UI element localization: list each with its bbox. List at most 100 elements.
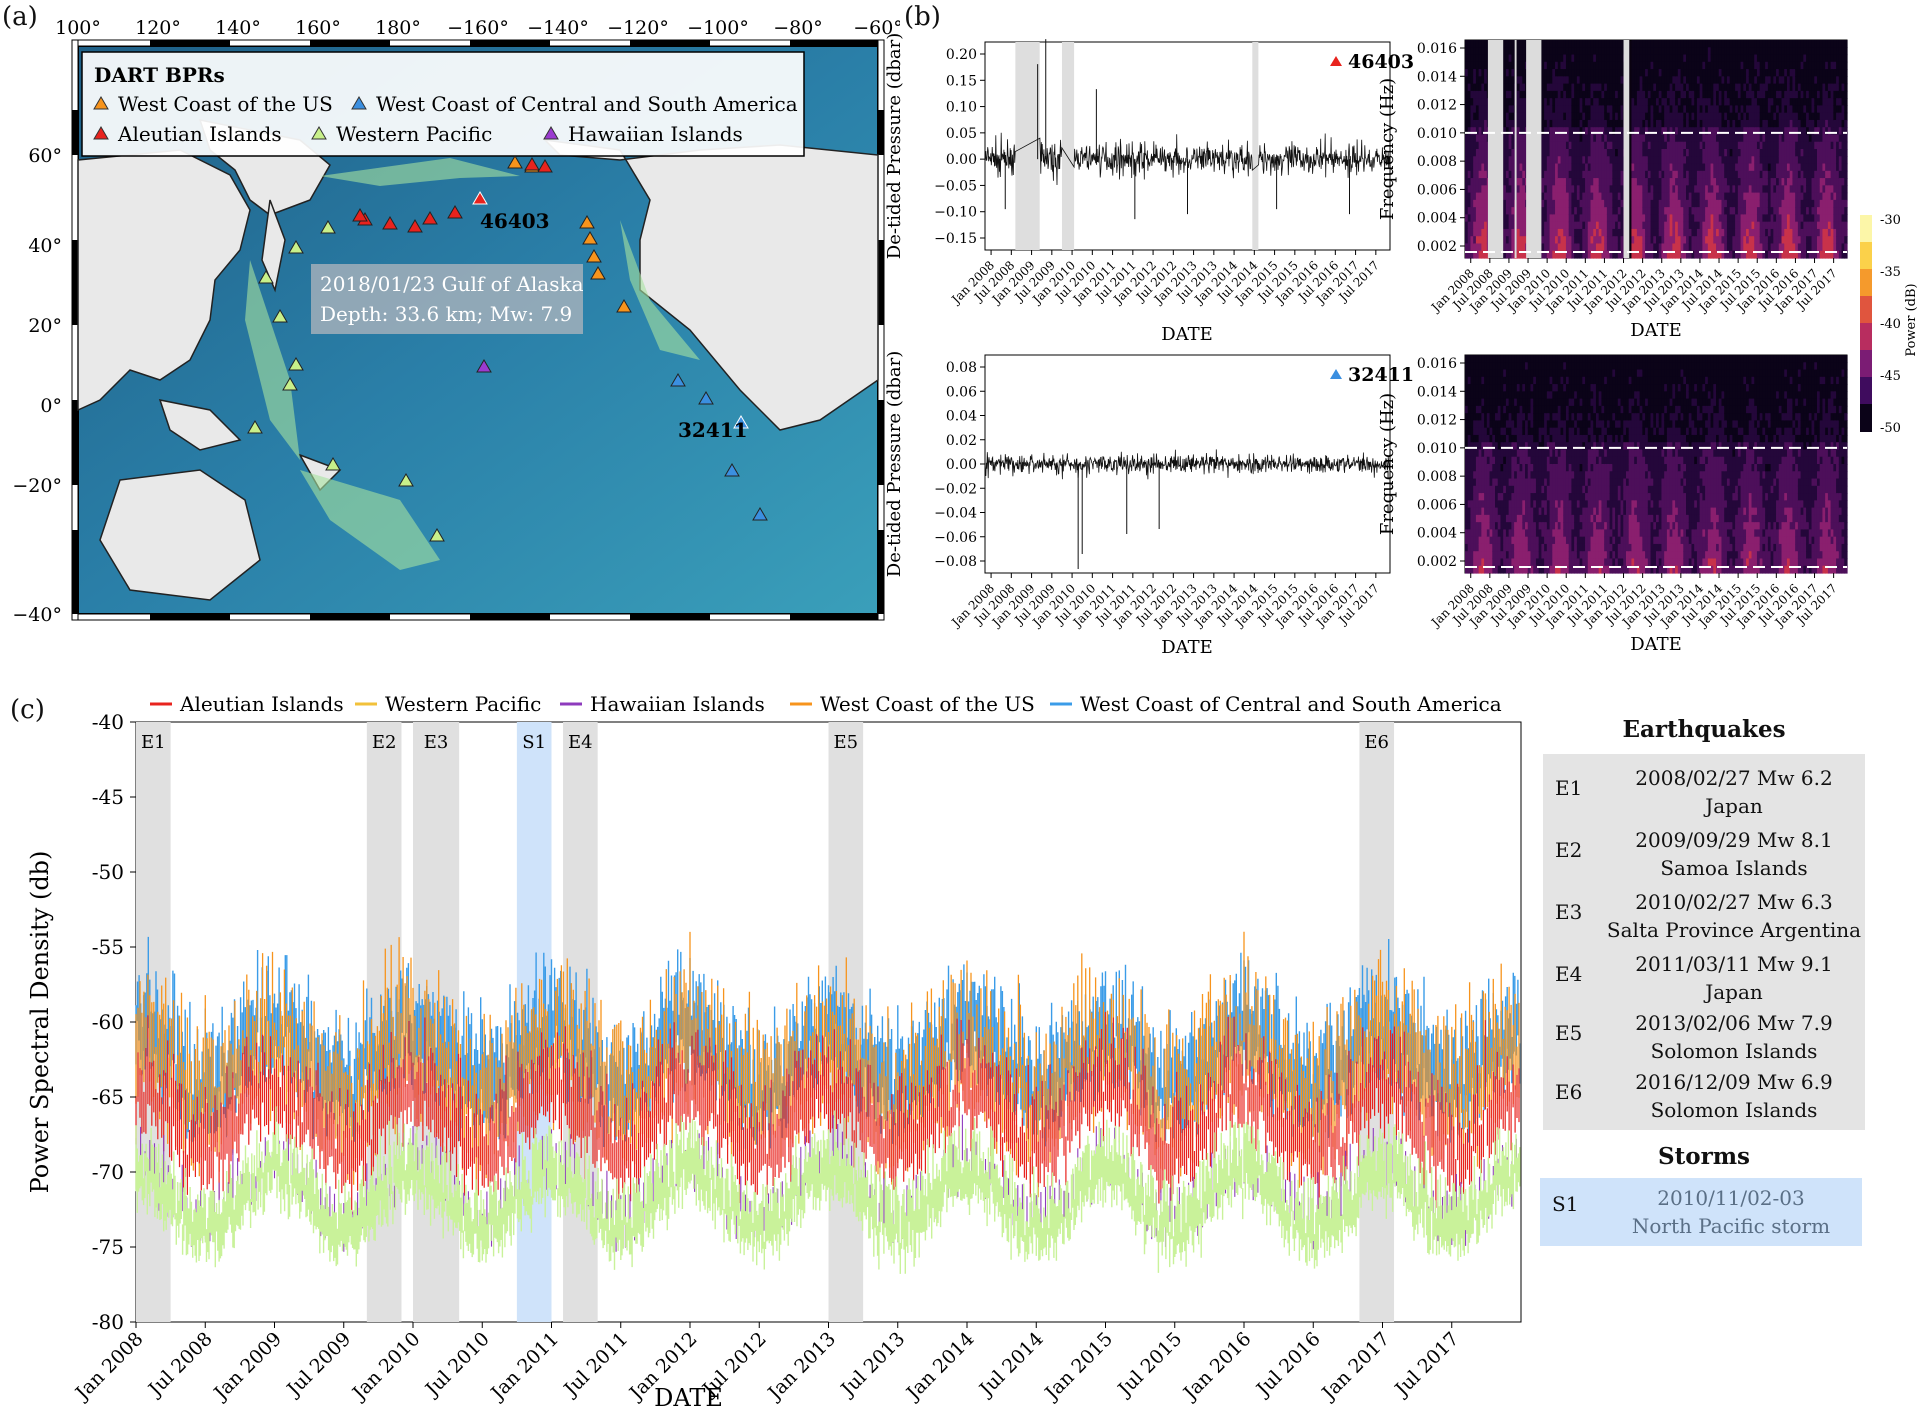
spec-cell [1762, 141, 1766, 150]
spec-cell [1751, 243, 1755, 252]
spec-cell [1639, 221, 1643, 230]
spec-cell [1555, 61, 1559, 70]
spec-cell [1503, 207, 1507, 215]
spec-cell [1492, 442, 1496, 451]
spec-cell [1503, 376, 1507, 385]
spec-cell [1677, 185, 1682, 194]
spec-cell [1549, 156, 1553, 165]
spec-cell [1552, 98, 1556, 106]
spec-cell [1587, 170, 1592, 179]
spec-cell [1770, 141, 1774, 150]
spec-cell [1514, 485, 1518, 494]
spec-cell [1533, 405, 1537, 414]
spec-cell [1467, 500, 1472, 509]
spec-cell [1582, 199, 1586, 208]
spec-cell [1686, 149, 1690, 157]
spec-cell [1666, 228, 1671, 237]
spec-cell [1470, 471, 1474, 480]
spec-cell [1778, 40, 1783, 48]
spec-cell [1729, 214, 1733, 223]
spec-cell [1699, 119, 1703, 128]
spec-cell [1544, 178, 1548, 186]
spec-cell [1639, 149, 1643, 157]
spec-cell [1582, 228, 1586, 237]
spec-cell [1470, 434, 1474, 443]
spec-cell [1716, 119, 1720, 128]
spec-cell [1746, 134, 1750, 143]
spec-cell [1560, 69, 1564, 77]
spec-cell [1751, 119, 1755, 128]
spec-cell [1544, 40, 1548, 48]
spec-cell [1776, 61, 1780, 70]
spec-cell [1838, 170, 1843, 179]
spec-cell [1735, 192, 1739, 201]
spec-cell [1465, 47, 1469, 56]
spec-cell [1631, 127, 1635, 136]
spec-cell [1754, 76, 1758, 85]
spec-cell [1751, 156, 1755, 165]
spec-cell [1724, 134, 1728, 143]
spec-cell [1486, 449, 1491, 458]
spec-cell [1669, 105, 1673, 114]
spec-cell [1830, 250, 1834, 259]
spec-cell [1694, 221, 1698, 230]
spec-cell [1585, 250, 1589, 259]
spec-cell [1612, 178, 1616, 186]
spec-cell [1508, 456, 1512, 465]
spec-cell [1767, 149, 1772, 157]
spec-cell [1557, 61, 1562, 70]
spec-cell [1514, 565, 1518, 574]
spec-cell [1604, 228, 1608, 237]
spec-cell [1636, 243, 1641, 252]
spec-cell [1666, 214, 1671, 223]
spec-cell [1516, 192, 1521, 201]
spec-cell [1585, 83, 1589, 92]
spec-cell [1844, 199, 1848, 208]
spec-cell [1819, 178, 1824, 186]
spec-cell [1800, 61, 1804, 70]
spec-cell [1795, 40, 1799, 48]
spec-cell [1478, 464, 1482, 472]
spec-cell [1470, 149, 1474, 157]
spec-cell [1672, 134, 1676, 143]
spec-cell [1721, 83, 1725, 92]
spec-cell [1615, 243, 1619, 252]
spec-cell [1541, 199, 1545, 208]
spec-cell [1478, 61, 1482, 70]
spec-cell [1478, 156, 1482, 165]
spec-cell [1606, 83, 1611, 92]
spec-cell [1475, 529, 1480, 538]
spec-cell [1484, 40, 1488, 48]
spec-cell [1565, 221, 1570, 230]
spec-cell [1525, 369, 1529, 378]
spec-cell [1830, 178, 1834, 186]
spec-cell [1830, 236, 1834, 245]
spec-cell [1492, 398, 1496, 407]
spec-cell [1481, 558, 1485, 567]
spec-cell [1590, 185, 1594, 194]
spec-cell [1465, 558, 1469, 567]
spec-cell [1658, 112, 1663, 121]
spec-cell [1467, 478, 1472, 487]
spec-cell [1686, 236, 1690, 245]
spec-cell [1631, 185, 1635, 194]
spec-cell [1590, 98, 1594, 106]
spec-cell [1680, 156, 1684, 165]
spec-cell [1729, 54, 1733, 63]
spec-cell [1465, 384, 1469, 392]
spec-cell [1645, 250, 1649, 259]
spec-cell [1519, 464, 1523, 472]
spec-cell [1465, 170, 1469, 179]
spec-cell [1702, 207, 1706, 215]
spec-cell [1475, 376, 1480, 385]
spec-cell [1522, 47, 1526, 56]
spec-cell [1620, 214, 1624, 223]
spec-cell [1604, 214, 1608, 223]
spec-cell [1729, 40, 1733, 48]
spec-cell [1511, 493, 1515, 501]
spec-cell [1830, 192, 1834, 201]
spec-cell [1546, 90, 1551, 99]
spec-cell [1726, 185, 1731, 194]
spec-cell [1475, 228, 1480, 237]
spec-cell [1683, 119, 1687, 128]
